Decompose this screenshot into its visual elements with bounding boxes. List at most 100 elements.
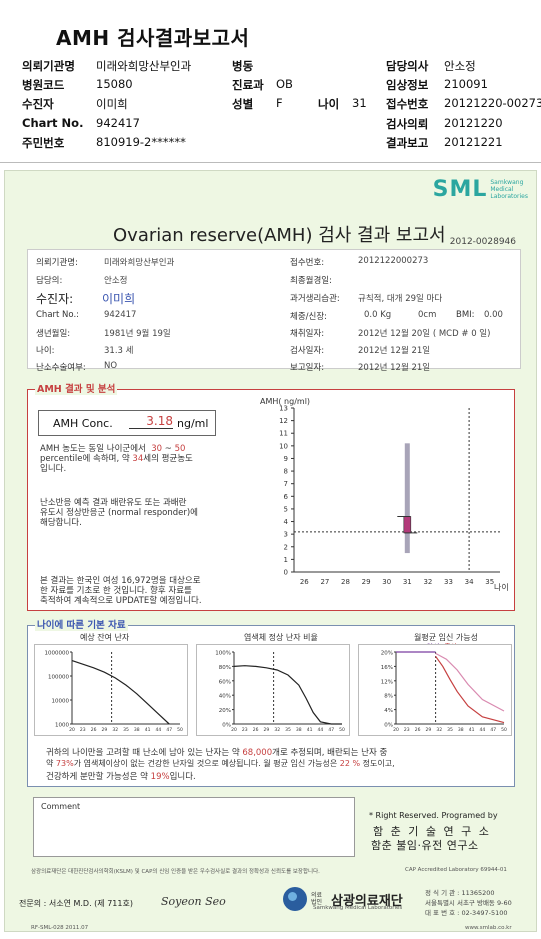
header-value: 942417	[96, 116, 140, 130]
contact-tel: 대 표 번 호 : 02-3497-5100	[425, 909, 508, 917]
pregnancy-percent: 22 %	[339, 759, 361, 768]
amh-response-text: 난소반응 예측 결과 배란유도 또는 과배란 유도시 정상반응군 (normal…	[40, 498, 198, 528]
y-tick-label: 80%	[219, 665, 231, 671]
patient-name: 이미희	[102, 292, 136, 306]
text: 축적하여 계속적으로 UPDATE할 예정입니다.	[40, 596, 202, 606]
text: 가 염색체이상이 없는 건강한 난자일 것으로 예상됩니다. 월 평균 임신 가…	[73, 759, 338, 768]
header-label: 나이	[318, 97, 340, 111]
sml-logo-text: SML	[432, 177, 488, 202]
y-tick-label: 4	[284, 518, 289, 526]
info-value: 1981년 9월 19일	[104, 329, 171, 339]
x-tick-label: 20	[69, 727, 75, 733]
header-label: 의뢰기관명	[22, 59, 75, 73]
percentile-high: 50	[174, 444, 186, 454]
header-label: 접수번호	[386, 97, 429, 111]
doctor-line: 전문의 : 서소연 M.D. (제 711호)	[19, 899, 133, 908]
x-tick-label: 38	[296, 727, 302, 733]
header-value: 안소정	[444, 59, 476, 73]
amh-result-section: AMH Conc. 3.18 ng/ml AMH 농도는 동일 나이군에서 30…	[27, 389, 515, 611]
header-label: 진료과	[232, 78, 264, 92]
text: 약	[46, 759, 54, 768]
age-data-section: 예상 잔여 난자 염색체 정상 난자 비율 월평균 임신 가능성 -임신 -출산…	[27, 625, 515, 787]
age-summary-line: 건강하게 분만할 가능성은 약 19%입니다.	[46, 770, 196, 782]
text: 한 자료를 기초로 한 것입니다. 향후 자료를	[40, 586, 192, 596]
x-tick-label: 26	[253, 727, 259, 733]
mini-chart-frame	[196, 644, 350, 736]
institute-name: 함 춘 기 술 연 구 소	[373, 825, 491, 838]
amh-percentile-text: AMH 농도는 동일 나이군에서 30 ~ 50 percentile에 속하며…	[40, 444, 193, 474]
form-code: RF-SML-028 2011.07	[31, 925, 89, 931]
x-axis-label: 나이	[494, 582, 508, 592]
info-value: NO	[104, 361, 118, 371]
text: percentile에 속하며, 약	[40, 454, 130, 464]
info-label: 채취일자:	[290, 329, 325, 339]
y-tick-label: 13	[279, 405, 288, 413]
text: ~	[164, 444, 172, 454]
x-tick-label: 41	[145, 727, 151, 733]
text: 정도이고,	[362, 759, 395, 768]
x-tick-label: 26	[415, 727, 421, 733]
header-value: 미래와희망산부인과	[96, 59, 192, 73]
text: 해당합니다.	[40, 518, 82, 528]
text: 건강하게 분만할 가능성은 약	[46, 772, 148, 782]
y-tick-label: 40%	[219, 694, 231, 700]
header-value: 20121221	[444, 135, 503, 149]
mini-chart-title: 예상 잔여 난자	[80, 633, 130, 642]
y-tick-label: 60%	[219, 679, 231, 685]
x-tick-label: 50	[339, 727, 345, 733]
header-label: 성별	[232, 97, 254, 111]
x-tick-label: 27	[320, 578, 329, 586]
pregnancy-chance-chart: 20% 16% 12% 8% 4% 0%20 23 26 29 32 35 38 41 44 47 50	[358, 644, 512, 736]
amh-conc-value: 3.18	[129, 414, 173, 429]
logo-line: Samkwang	[490, 179, 524, 186]
foundation-english: Samkwang Medical Laboratories	[313, 905, 403, 911]
x-tick-label: 41	[307, 727, 313, 733]
x-tick-label: 50	[177, 727, 183, 733]
report-number: 2012-0028946	[449, 237, 516, 247]
info-value: 0cm	[418, 310, 437, 320]
y-tick-label: 8%	[384, 694, 393, 700]
text: 유도시 정상반응군 (normal responder)에	[40, 508, 198, 518]
header-label: 임상정보	[386, 78, 429, 92]
x-tick-label: 35	[285, 727, 291, 733]
header-label: Chart No.	[22, 116, 84, 130]
y-tick-label: 2	[284, 543, 288, 551]
cap-accreditation: CAP Accredited Laboratory 69944-01	[405, 867, 507, 873]
info-label: 나이:	[36, 346, 55, 356]
y-tick-label: 3	[284, 531, 288, 539]
y-axis-label: AMH( ng/ml)	[260, 397, 310, 406]
text: 개로 추정되며, 배란되는 난자 중	[272, 748, 388, 758]
x-tick-label: 47	[166, 727, 172, 733]
info-label: 난소수술여부:	[36, 363, 86, 373]
x-tick-label: 26	[91, 727, 97, 733]
x-tick-label: 34	[465, 578, 474, 586]
y-tick-label: 1	[284, 556, 288, 564]
y-tick-label: 0%	[384, 723, 393, 729]
y-tick-label: 20%	[381, 651, 393, 657]
text: 입니다.	[40, 464, 67, 474]
x-tick-label: 33	[444, 578, 453, 586]
program-credit: * Right Reserved. Programed by	[369, 811, 498, 820]
amh-conc-label: AMH Conc.	[53, 417, 113, 430]
x-tick-label: 29	[264, 727, 270, 733]
header-value: F	[276, 96, 283, 110]
y-tick-label: 6	[284, 493, 289, 501]
y-tick-label: 16%	[381, 665, 393, 671]
amh-basis-note: 본 결과는 한국인 여성 16,972명을 대상으로 한 자료를 기초로 한 것…	[40, 576, 202, 606]
y-tick-label: 100%	[215, 651, 231, 657]
header-row: 수진자 이미희 성별 F 나이 31 접수번호 20121220-00273	[0, 96, 541, 114]
age-summary-line: 귀하의 나이만을 고려할 때 난소에 남아 있는 난자는 약 68,000개로 …	[46, 746, 387, 758]
age-summary-line: 약 73%가 염색체이상이 없는 건강한 난자일 것으로 예상됩니다. 월 평균…	[46, 758, 395, 769]
x-tick-label: 26	[300, 578, 309, 586]
y-tick-label: 0	[284, 569, 288, 577]
info-label: 담당의:	[36, 276, 63, 286]
y-tick-label: 10000	[52, 699, 70, 705]
pregnancy-line	[435, 652, 505, 712]
text: 귀하의 나이만을 고려할 때 난소에 남아 있는 난자는 약	[46, 748, 240, 758]
info-value: 0.0 Kg	[364, 310, 392, 320]
x-tick-label: 31	[403, 578, 412, 586]
info-label: 검사일자:	[290, 346, 325, 356]
text: 입니다.	[169, 772, 196, 782]
header-value: 15080	[96, 77, 133, 91]
